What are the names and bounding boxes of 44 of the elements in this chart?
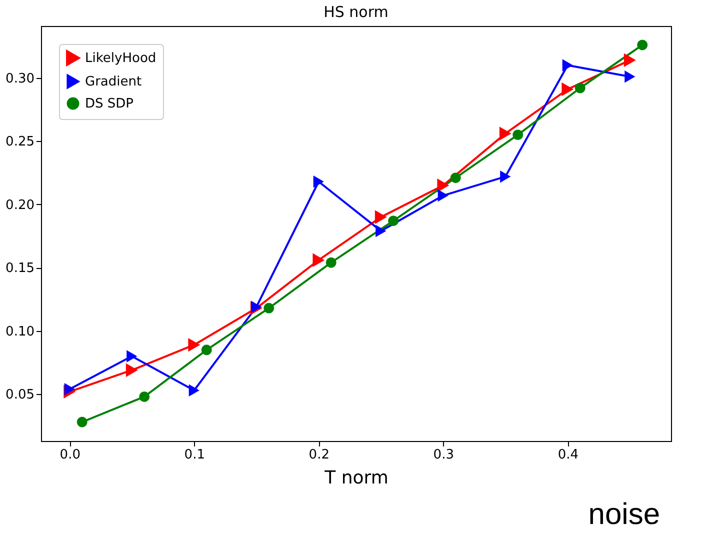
- point: [126, 363, 138, 378]
- point: [437, 178, 450, 192]
- x-tick-label: 0.2: [308, 448, 330, 462]
- x-axis-title: T norm: [324, 468, 388, 488]
- legend-label: Gradient: [85, 74, 142, 90]
- point: [500, 170, 511, 183]
- y-tick-label: 0.25: [6, 134, 34, 150]
- x-tick-label: 0.4: [558, 448, 579, 462]
- point: [76, 416, 88, 428]
- point: [562, 59, 573, 72]
- point: [499, 126, 512, 140]
- point: [188, 338, 200, 352]
- y-tick-label: 0.10: [6, 324, 34, 340]
- x-tick-label: 0.3: [433, 448, 454, 462]
- legend-label: LikelyHood: [85, 51, 156, 66]
- y-tick-label: 0.30: [6, 71, 34, 86]
- point: [624, 53, 636, 68]
- point: [312, 253, 325, 267]
- point: [374, 210, 387, 224]
- point: [64, 383, 75, 396]
- point: [438, 189, 448, 202]
- chart-title: HS norm: [324, 3, 388, 21]
- point: [126, 350, 138, 362]
- y-tick-label: 0.20: [6, 198, 34, 213]
- point: [201, 344, 212, 356]
- y-tick-label: 0.05: [6, 388, 34, 403]
- point: [376, 224, 386, 238]
- point: [624, 70, 636, 83]
- point: [450, 172, 461, 184]
- point: [264, 302, 274, 314]
- point: [188, 384, 200, 397]
- point: [326, 257, 336, 268]
- y-tick-label: 0.15: [6, 261, 34, 276]
- point: [512, 130, 524, 140]
- point: [139, 391, 150, 402]
- x-tick-label: 0.1: [184, 448, 205, 462]
- x-tick-label: 0.0: [60, 448, 80, 462]
- point: [313, 176, 324, 188]
- legend-label: DS SDP: [85, 96, 134, 112]
- point: [574, 82, 586, 94]
- point: [637, 40, 648, 50]
- point: [562, 82, 574, 96]
- point: [388, 216, 399, 226]
- text: noise: [588, 498, 660, 532]
